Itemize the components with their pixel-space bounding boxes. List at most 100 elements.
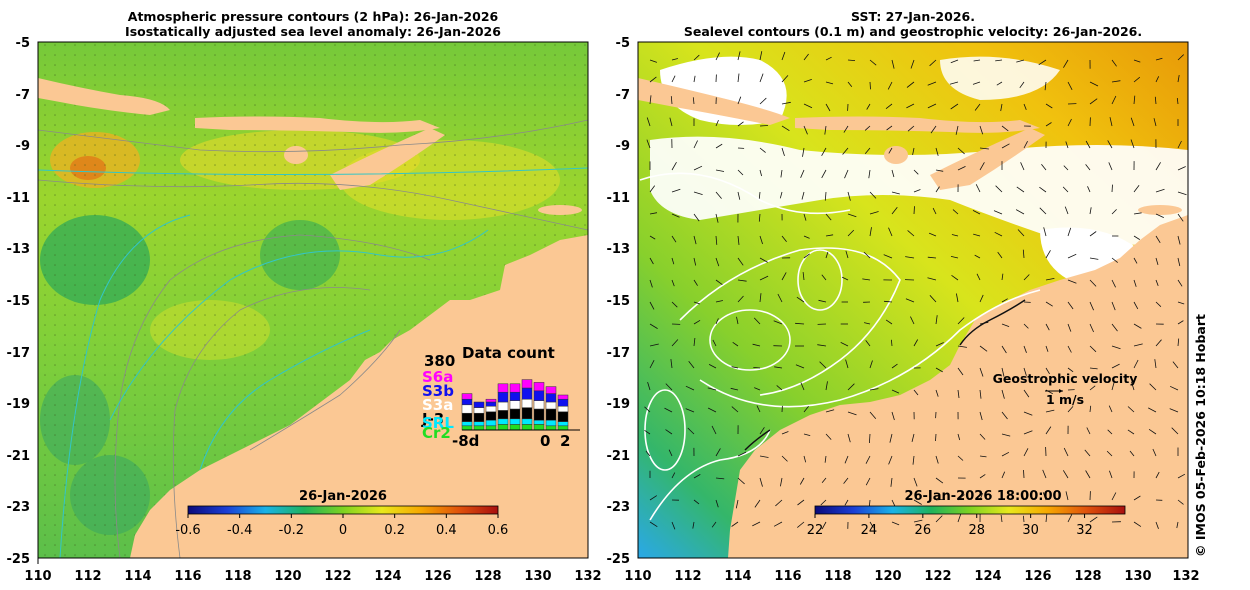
data-count-bar-segment	[497, 391, 509, 403]
velocity-arrow	[1022, 249, 1025, 259]
velocity-arrow	[869, 191, 877, 199]
velocity-arrow	[649, 235, 656, 240]
velocity-arrow	[797, 499, 805, 506]
y-tick: -9	[616, 139, 630, 154]
velocity-arrow	[995, 185, 1003, 193]
velocity-arrow	[1154, 359, 1157, 369]
data-count-bar-segment	[461, 425, 473, 431]
velocity-arrow	[1177, 191, 1187, 196]
velocity-arrow	[891, 339, 893, 347]
x-tick: 128	[474, 569, 501, 584]
velocity-arrow	[1177, 257, 1181, 267]
sat-label: J-3	[421, 410, 444, 428]
data-count-bar-segment	[509, 400, 521, 410]
velocity-arrow	[957, 494, 965, 501]
velocity-arrow	[1041, 163, 1047, 171]
velocity-arrow	[825, 251, 829, 259]
colorbar-tick-label: 28	[968, 523, 985, 538]
velocity-arrow	[1023, 469, 1025, 479]
velocity-arrow	[1067, 253, 1077, 259]
velocity-arrow	[707, 387, 717, 391]
velocity-arrow	[1111, 59, 1117, 67]
velocity-arrow	[935, 367, 943, 373]
java-land	[38, 78, 170, 115]
velocity-arrow	[759, 51, 763, 61]
velocity-arrow	[1111, 80, 1121, 83]
data-count-bar-segment	[557, 398, 569, 407]
velocity-arrow	[1111, 279, 1116, 288]
data-count-bar-segment	[521, 424, 533, 431]
velocity-arrow	[1001, 433, 1011, 437]
velocity-arrow	[781, 235, 787, 243]
velocity-arrow	[928, 232, 937, 237]
data-count-bar-segment	[521, 379, 533, 389]
data-count-bar-segment	[557, 425, 569, 431]
velocity-arrow	[1177, 499, 1184, 505]
velocity-arrow	[863, 251, 871, 259]
velocity-arrow	[979, 433, 986, 440]
sumba-land	[284, 146, 308, 164]
velocity-arrow	[935, 186, 940, 193]
data-count-xlabel: -8d	[452, 432, 479, 450]
velocity-arrow	[956, 293, 959, 303]
velocity-arrow	[913, 206, 915, 215]
velocity-arrow	[1067, 279, 1077, 284]
velocity-arrow	[1089, 98, 1098, 105]
velocity-arrow	[693, 54, 700, 61]
data-count-max: 380	[424, 352, 455, 370]
velocity-arrow	[866, 103, 871, 110]
velocity-arrow	[692, 97, 695, 105]
velocity-arrow	[1089, 81, 1099, 87]
velocity-arrow	[753, 367, 761, 369]
velocity-arrow	[737, 96, 742, 105]
velocity-arrow	[840, 342, 849, 347]
velocity-arrow	[1131, 381, 1135, 391]
velocity-arrow	[1177, 213, 1184, 222]
velocity-arrow	[935, 498, 945, 501]
velocity-arrow	[685, 408, 695, 413]
velocity-arrow	[759, 275, 769, 281]
y-tick: -13	[7, 242, 31, 257]
velocity-arrow	[1067, 227, 1072, 237]
velocity-arrow	[1148, 407, 1157, 413]
velocity-arrow	[715, 143, 723, 149]
velocity-arrow	[781, 101, 791, 105]
velocity-arrow	[1111, 323, 1118, 332]
velocity-arrow	[1020, 162, 1025, 171]
velocity-arrow	[735, 499, 739, 509]
velocity-arrow	[759, 235, 763, 245]
velocity-arrow	[759, 477, 763, 487]
velocity-arrow	[976, 273, 981, 281]
velocity-arrow	[847, 59, 856, 61]
velocity-arrow	[1063, 59, 1069, 68]
velocity-arrow	[803, 235, 810, 239]
velocity-arrow	[935, 342, 944, 347]
velocity-arrow	[1023, 367, 1027, 376]
velocity-arrow	[671, 472, 676, 479]
velocity-arrow	[1089, 301, 1094, 311]
velocity-arrow	[972, 81, 981, 85]
velocity-arrow	[759, 169, 762, 177]
velocity-arrow	[649, 279, 653, 288]
velocity-arrow	[1067, 345, 1072, 353]
velocity-arrow	[935, 169, 944, 172]
velocity-arrow	[693, 301, 701, 305]
velocity-arrow	[1155, 213, 1164, 218]
velocity-arrow	[1042, 492, 1047, 501]
velocity-arrow	[1133, 257, 1138, 264]
velocity-arrow	[1001, 389, 1005, 399]
left-x-axis: 110 112 114 116 118 120 122 124 126 128 …	[24, 558, 602, 584]
velocity-arrow	[1067, 118, 1072, 127]
velocity-arrow	[1023, 448, 1029, 457]
velocity-arrow	[818, 299, 827, 303]
x-tick: 126	[424, 569, 451, 584]
data-count-bar-segment	[521, 418, 533, 425]
velocity-arrow	[803, 125, 808, 135]
velocity-arrow	[979, 345, 988, 352]
left-title-line1: Atmospheric pressure contours (2 hPa): 2…	[128, 9, 499, 24]
x-tick: 120	[274, 569, 301, 584]
velocity-arrow	[693, 140, 698, 149]
velocity-arrow	[800, 169, 805, 178]
velocity-arrow	[688, 360, 695, 369]
velocity-arrow	[979, 455, 987, 458]
